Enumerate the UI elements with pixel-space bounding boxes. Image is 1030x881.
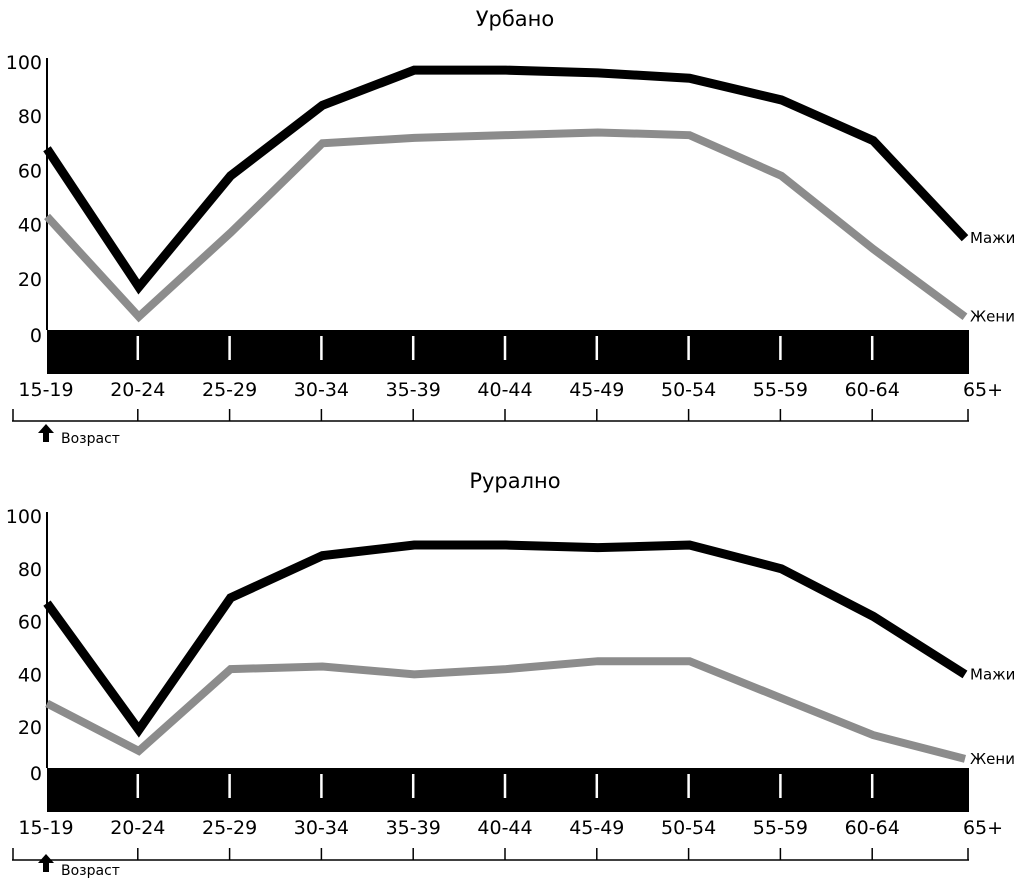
axis-note: Возраст bbox=[61, 863, 120, 879]
chart-title: Рурално bbox=[469, 469, 560, 493]
series-line-women bbox=[45, 657, 967, 763]
y-tick-label: 60 bbox=[18, 612, 42, 634]
y-tick-label: 100 bbox=[6, 52, 42, 74]
y-tick-label: 0 bbox=[30, 325, 42, 347]
chart-title: Урбано bbox=[476, 7, 555, 31]
x-tick-label: 55-59 bbox=[753, 379, 808, 401]
x-tick-label: 60-64 bbox=[845, 379, 900, 401]
series-label: Мажи bbox=[970, 229, 1015, 247]
x-tick-label: 20-24 bbox=[110, 817, 165, 839]
x-tick-label: 65+ bbox=[963, 379, 1003, 401]
series-line-men bbox=[43, 65, 969, 295]
x-tick-label: 20-24 bbox=[110, 379, 165, 401]
y-tick-label: 80 bbox=[18, 106, 42, 128]
x-tick-label: 55-59 bbox=[753, 817, 808, 839]
x-tick-label: 65+ bbox=[963, 817, 1003, 839]
series-label: Жени bbox=[970, 308, 1015, 326]
x-tick-label: 45-49 bbox=[569, 379, 624, 401]
x-tick-label: 45-49 bbox=[569, 817, 624, 839]
y-tick-label: 0 bbox=[30, 763, 42, 785]
y-tick-label: 40 bbox=[18, 215, 42, 237]
x-tick-label: 35-39 bbox=[386, 817, 441, 839]
axis-note: Возраст bbox=[61, 431, 120, 447]
x-tick-label: 25-29 bbox=[202, 379, 257, 401]
x-tick-label: 40-44 bbox=[477, 379, 532, 401]
axis-band bbox=[47, 768, 969, 812]
x-tick-label: 50-54 bbox=[661, 817, 716, 839]
series-label: Мажи bbox=[970, 665, 1015, 683]
x-tick-label: 15-19 bbox=[18, 817, 73, 839]
y-tick-label: 60 bbox=[18, 160, 42, 182]
x-tick-label: 50-54 bbox=[661, 379, 716, 401]
up-arrow-icon bbox=[38, 424, 54, 442]
x-tick-label: 30-34 bbox=[294, 379, 349, 401]
x-tick-label: 25-29 bbox=[202, 817, 257, 839]
x-tick-label: 30-34 bbox=[294, 817, 349, 839]
y-tick-label: 100 bbox=[6, 506, 42, 528]
x-tick-label: 40-44 bbox=[477, 817, 532, 839]
y-tick-label: 20 bbox=[18, 269, 42, 291]
series-label: Жени bbox=[970, 750, 1015, 768]
series-line-men bbox=[43, 540, 968, 738]
y-tick-label: 40 bbox=[18, 664, 42, 686]
x-tick-label: 15-19 bbox=[18, 379, 73, 401]
x-tick-label: 35-39 bbox=[386, 379, 441, 401]
y-tick-label: 80 bbox=[18, 559, 42, 581]
y-tick-label: 20 bbox=[18, 717, 42, 739]
axis-band bbox=[47, 330, 969, 374]
x-tick-label: 60-64 bbox=[845, 817, 900, 839]
up-arrow-icon bbox=[38, 854, 54, 872]
series-line-women bbox=[44, 128, 968, 323]
